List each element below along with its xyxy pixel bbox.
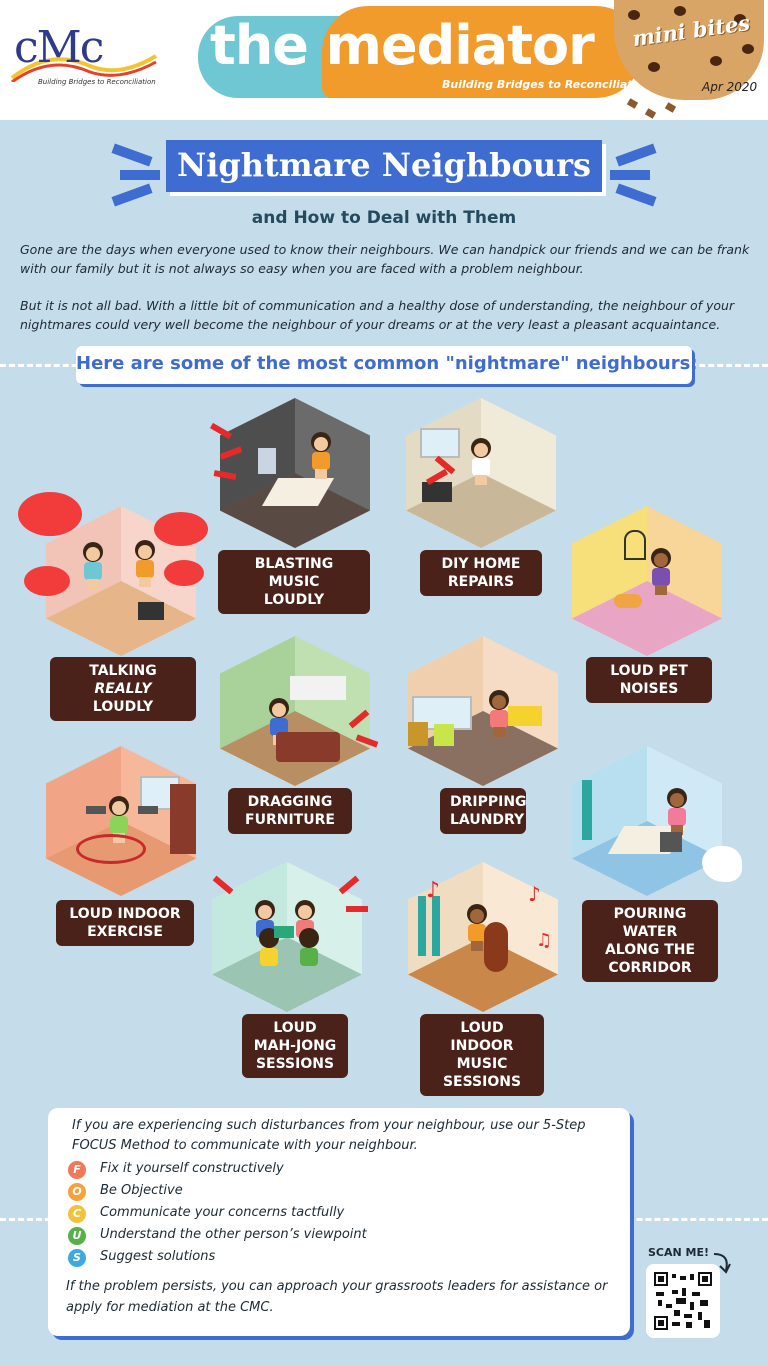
label-pouring-water: POURING WATER ALONG THE CORRIDOR — [582, 900, 718, 982]
list-heading: Here are some of the most common "nightm… — [76, 353, 698, 374]
label-indoor-music: LOUD INDOOR MUSIC SESSIONS — [420, 1014, 544, 1096]
headline-subtitle: and How to Deal with Them — [251, 208, 517, 228]
focus-step-s: S Suggest solutions — [68, 1248, 588, 1268]
crumb-icon — [644, 108, 657, 119]
focus-method-box: If you are experiencing such disturbance… — [48, 1108, 630, 1336]
tile-dripping-laundry — [408, 636, 558, 786]
label-talking-loudly: TALKING REALLY LOUDLY — [50, 657, 196, 721]
crumb-icon — [626, 98, 639, 109]
television-icon — [422, 482, 452, 502]
sparkle-icon — [615, 183, 657, 207]
speech-bubble-icon — [154, 512, 208, 546]
cookie-badge-icon — [614, 0, 764, 100]
newsletter-title: the mediator — [210, 14, 595, 77]
music-note-icon: ♫ — [536, 930, 553, 951]
label-pet-noises: LOUD PET NOISES — [586, 657, 712, 703]
tile-indoor-exercise — [46, 746, 196, 896]
cello-icon — [484, 922, 508, 972]
pet-cat-icon — [614, 594, 642, 608]
sparkle-icon — [111, 183, 153, 207]
tile-blasting-music — [209, 398, 370, 548]
focus-step-f: F Fix it yourself constructively — [68, 1160, 588, 1180]
focus-step-o: O Be Objective — [68, 1182, 588, 1202]
sparkle-icon — [120, 170, 160, 180]
speech-bubble-icon — [24, 566, 70, 596]
page-header: cMc Building Bridges to Reconciliation t… — [0, 0, 768, 120]
mahjong-tile-icon — [274, 926, 294, 938]
music-note-icon: ♪ — [426, 878, 441, 903]
focus-step-c: C Communicate your concerns tactfully — [68, 1204, 588, 1224]
laundry-icon — [408, 722, 428, 746]
curved-arrow-icon — [713, 1253, 731, 1274]
qr-code[interactable] — [646, 1264, 720, 1338]
speech-bubble-icon — [18, 492, 82, 536]
intro-paragraph-1: Gone are the days when everyone used to … — [20, 242, 750, 276]
cabinet-icon — [290, 676, 346, 700]
tile-dragging-furniture — [220, 636, 379, 786]
label-indoor-exercise: LOUD INDOOR EXERCISE — [56, 900, 194, 946]
speech-bubble-icon — [164, 560, 204, 586]
label-blasting-music: BLASTING MUSIC LOUDLY — [218, 550, 370, 614]
issue-date: Apr 2020 — [702, 80, 758, 94]
window-icon — [420, 428, 460, 458]
scan-me-label: SCAN ME! — [648, 1246, 710, 1259]
focus-outro: If the problem persists, you can approac… — [66, 1279, 608, 1315]
sparkle-icon — [111, 143, 153, 167]
tile-diy-repairs — [406, 398, 556, 548]
headline-title: Nightmare Neighbours — [176, 146, 592, 184]
tile-mahjong — [212, 862, 368, 1012]
dumbbell-icon — [86, 806, 106, 814]
list-heading-box: Here are some of the most common "nightm… — [76, 346, 698, 384]
music-note-icon: ♪ — [528, 882, 541, 906]
tile-indoor-music: ♪ ♪ ♫ — [408, 862, 558, 1012]
label-mahjong: LOUD MAH-JONG SESSIONS — [242, 1014, 348, 1078]
focus-step-u: U Understand the other person’s viewpoin… — [68, 1226, 588, 1246]
music-speaker-icon — [258, 448, 276, 474]
sparkle-icon — [615, 143, 657, 167]
tile-pouring-water — [572, 746, 722, 896]
newsletter-tagline: Building Bridges to Reconciliation — [442, 78, 652, 91]
water-splash-icon — [702, 846, 742, 882]
sparkle-icon — [610, 170, 650, 180]
intro-paragraph-2: But it is not all bad. With a little bit… — [20, 298, 735, 332]
water-bucket-icon — [660, 832, 682, 852]
tile-pet-noises — [572, 506, 722, 656]
focus-intro: If you are experiencing such disturbance… — [72, 1118, 586, 1153]
logo-arc-icon — [10, 54, 158, 82]
sofa-icon — [276, 732, 340, 762]
crumb-icon — [664, 102, 677, 113]
qr-code-icon — [654, 1272, 712, 1330]
cmc-logo[interactable]: cMc Building Bridges to Reconciliation — [10, 22, 160, 92]
headline-banner: Nightmare Neighbours — [166, 140, 602, 192]
logo-text: cMc — [14, 22, 104, 73]
label-diy-repairs: DIY HOME REPAIRS — [420, 550, 542, 596]
logo-tagline: Building Bridges to Reconciliation — [38, 78, 156, 86]
label-dragging-furniture: DRAGGING FURNITURE — [228, 788, 352, 834]
title-bubble-orange — [322, 6, 642, 98]
label-dripping-laundry: DRIPPING LAUNDRY — [440, 788, 527, 834]
